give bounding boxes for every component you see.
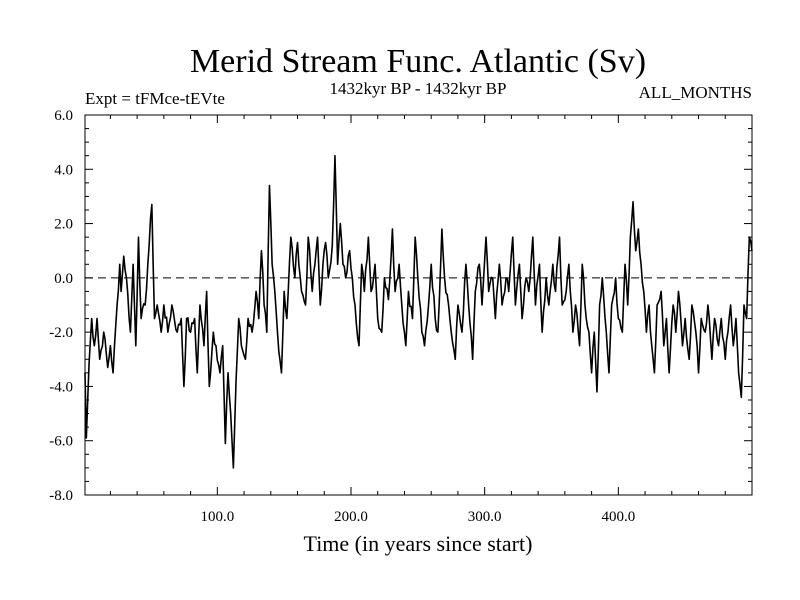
y-axis-ticks: -8.0 -6.0 -4.0 -2.0 0.0 2.0 4.0 6.0: [49, 108, 752, 504]
x-tick-label: 100.0: [200, 509, 234, 525]
x-axis-minor-ticks: [109, 115, 726, 495]
y-tick-label: 2.0: [54, 217, 73, 233]
y-axis-minor-ticks: [85, 128, 752, 482]
x-tick-label: 300.0: [468, 509, 502, 525]
chart-subtitle-center: 1432kyr BP - 1432kyr BP: [330, 79, 507, 98]
y-tick-label: -2.0: [49, 325, 73, 341]
x-tick-label: 400.0: [601, 509, 635, 525]
y-tick-label: -4.0: [49, 379, 73, 395]
series-line: [84, 154, 753, 469]
plot-frame: [84, 114, 753, 496]
chart-subtitle-left: Expt = tFMce-tEVte: [85, 89, 225, 108]
y-tick-label: 0.0: [54, 271, 73, 287]
chart-subtitle-right: ALL_MONTHS: [639, 83, 752, 102]
y-tick-label: 4.0: [54, 162, 73, 178]
x-axis-ticks: 100.0 200.0 300.0 400.0: [200, 115, 635, 525]
y-tick-label: 6.0: [54, 108, 73, 124]
x-tick-label: 200.0: [334, 509, 368, 525]
y-tick-label: -8.0: [49, 488, 73, 504]
chart-title: Merid Stream Func. Atlantic (Sv): [190, 43, 646, 80]
y-tick-label: -6.0: [49, 434, 73, 450]
x-axis-label: Time (in years since start): [304, 531, 533, 556]
